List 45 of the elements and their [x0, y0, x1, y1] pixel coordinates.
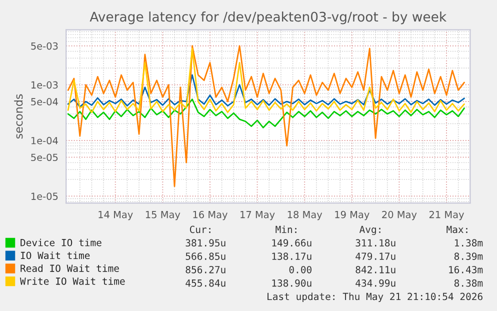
- text: Last update: Thu May 21 21:10:54 2026: [268, 292, 482, 302]
- y-axis-title: seconds: [14, 94, 23, 139]
- text: 16.43m: [449, 266, 483, 274]
- y-tick-label: 5e-04: [31, 98, 58, 106]
- text: 842.11u: [356, 266, 396, 274]
- text: 434.99u: [356, 279, 396, 287]
- text: 138.90u: [272, 279, 312, 287]
- text: 8.38m: [454, 279, 483, 287]
- text: 138.17u: [272, 252, 312, 260]
- x-tick-label: 21 May: [429, 210, 464, 220]
- line-series: [67, 74, 465, 108]
- text: 455.84u: [186, 279, 226, 287]
- text: Cur:: [190, 226, 210, 234]
- x-tick-label: 16 May: [193, 210, 228, 220]
- text: 149.66u: [272, 239, 312, 247]
- x-tick-label: 17 May: [240, 211, 275, 220]
- chart-title: Average latency for /dev/peakten03-vg/root - by week: [90, 11, 447, 24]
- x-tick-label: 14 May: [98, 211, 133, 220]
- x-tick-label: 20 May: [382, 210, 417, 220]
- text: 311.18u: [356, 239, 396, 247]
- y-tick-label: 1e-05: [31, 192, 58, 200]
- text: Max:: [446, 226, 468, 234]
- text: Avg:: [359, 226, 380, 236]
- legend-label: Write IO Wait time: [20, 277, 125, 285]
- text: 0.00: [289, 266, 312, 274]
- line-series: [67, 45, 465, 188]
- line-series: [67, 98, 465, 128]
- text: 479.17u: [356, 252, 396, 260]
- x-tick-label: 15 May: [146, 211, 180, 220]
- text: 8.39m: [454, 252, 483, 260]
- line-series: [67, 48, 465, 114]
- x-tick-label: 18 May: [288, 210, 322, 220]
- x-tick-label: 19 May: [335, 210, 370, 220]
- text: Min:: [276, 226, 296, 233]
- text: 1.38m: [454, 239, 483, 247]
- y-tick-label: 5e-05: [31, 154, 58, 162]
- legend-label: Device IO time: [20, 238, 102, 246]
- text: 381.95u: [186, 239, 226, 247]
- legend-label: IO Wait time: [20, 252, 90, 260]
- text: 856.27u: [186, 266, 226, 274]
- text: 566.85u: [186, 252, 226, 260]
- legend-label: Read IO Wait time: [20, 264, 119, 272]
- y-tick-label: 5e-03: [31, 42, 58, 50]
- y-tick-label: 1e-03: [31, 81, 58, 89]
- y-tick-label: 1e-04: [31, 136, 58, 144]
